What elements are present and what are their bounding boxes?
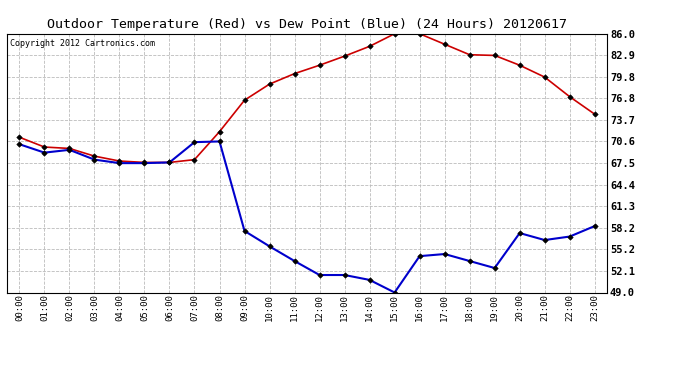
Title: Outdoor Temperature (Red) vs Dew Point (Blue) (24 Hours) 20120617: Outdoor Temperature (Red) vs Dew Point (… <box>47 18 567 31</box>
Text: Copyright 2012 Cartronics.com: Copyright 2012 Cartronics.com <box>10 39 155 48</box>
